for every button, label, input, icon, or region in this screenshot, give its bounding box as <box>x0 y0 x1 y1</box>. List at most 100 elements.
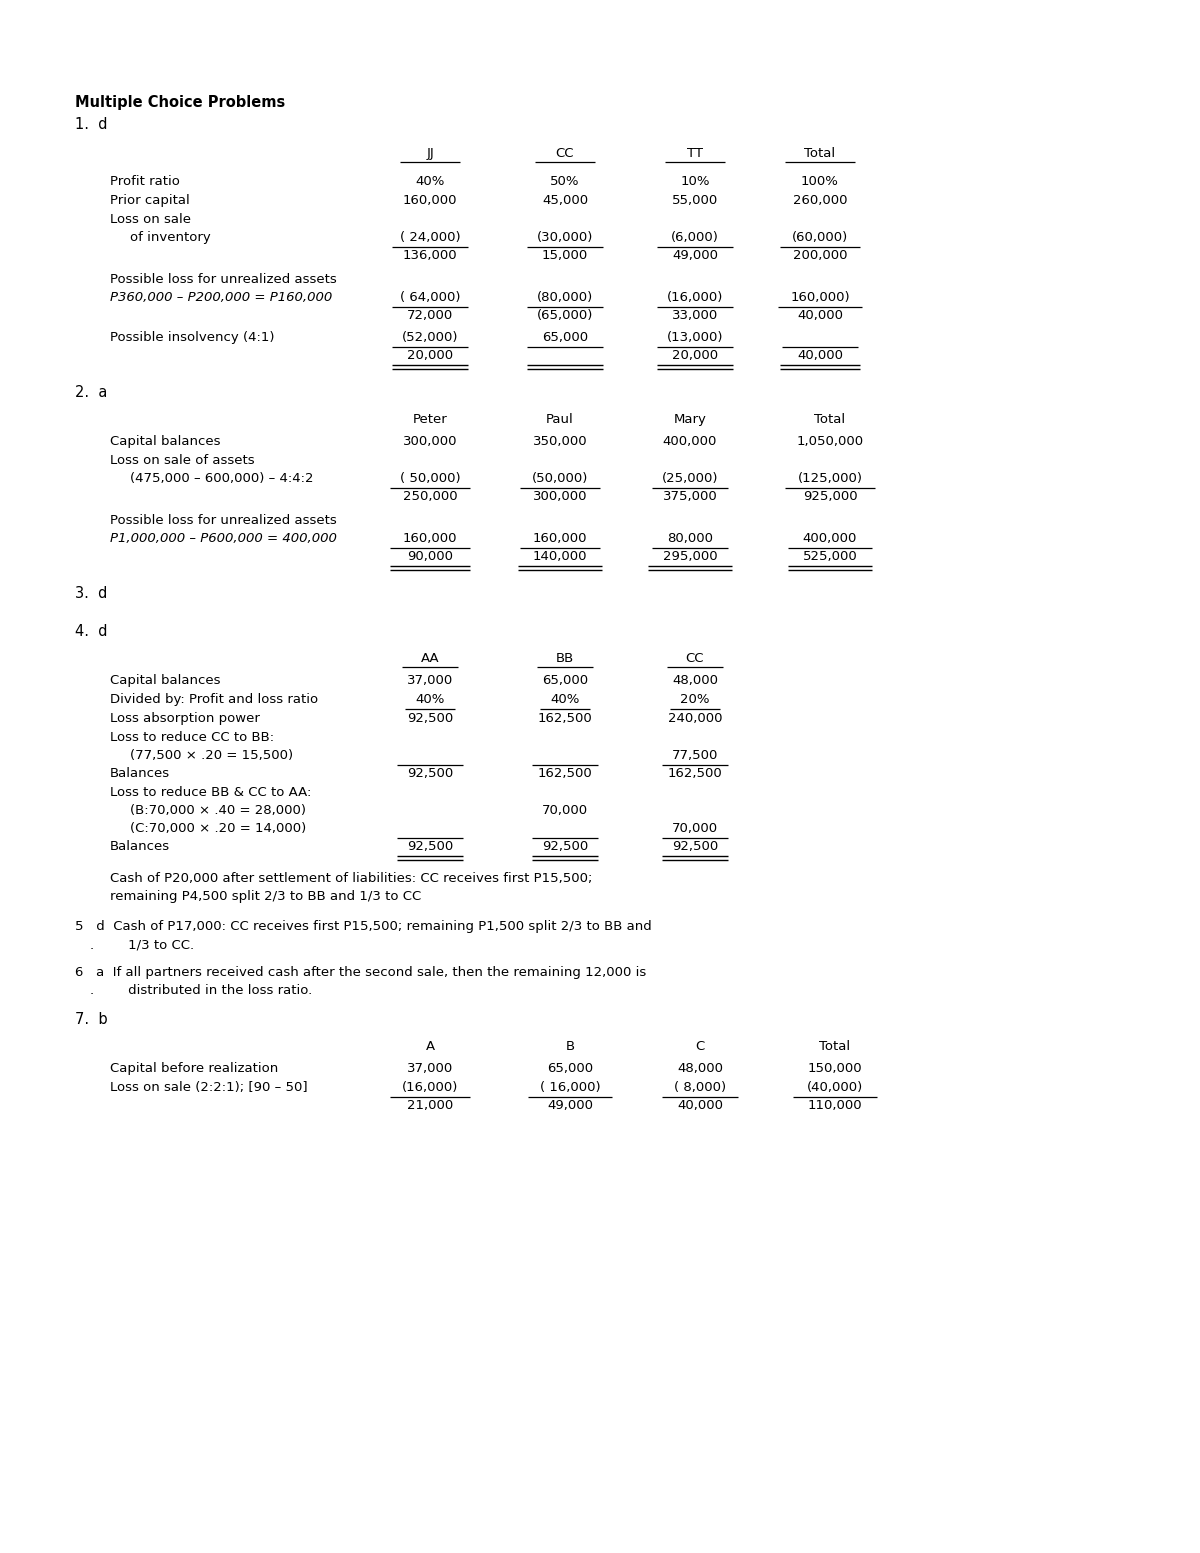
Text: 300,000: 300,000 <box>403 435 457 447</box>
Text: 92,500: 92,500 <box>407 711 454 725</box>
Text: 3.  d: 3. d <box>74 585 107 601</box>
Text: AA: AA <box>421 652 439 665</box>
Text: Paul: Paul <box>546 413 574 426</box>
Text: 49,000: 49,000 <box>672 248 718 262</box>
Text: CC: CC <box>556 148 575 160</box>
Text: 110,000: 110,000 <box>808 1100 863 1112</box>
Text: (25,000): (25,000) <box>661 472 719 485</box>
Text: of inventory: of inventory <box>130 231 211 244</box>
Text: 350,000: 350,000 <box>533 435 587 447</box>
Text: Capital before realization: Capital before realization <box>110 1062 278 1075</box>
Text: 160,000: 160,000 <box>403 533 457 545</box>
Text: Cash of P20,000 after settlement of liabilities: CC receives first P15,500;: Cash of P20,000 after settlement of liab… <box>110 871 593 885</box>
Text: P1,000,000 – P600,000 = 400,000: P1,000,000 – P600,000 = 400,000 <box>110 533 337 545</box>
Text: 40%: 40% <box>415 693 445 707</box>
Text: Total: Total <box>804 148 835 160</box>
Text: (40,000): (40,000) <box>806 1081 863 1093</box>
Text: (50,000): (50,000) <box>532 472 588 485</box>
Text: Capital balances: Capital balances <box>110 674 221 686</box>
Text: .        distributed in the loss ratio.: . distributed in the loss ratio. <box>90 985 312 997</box>
Text: (125,000): (125,000) <box>798 472 863 485</box>
Text: 92,500: 92,500 <box>407 767 454 780</box>
Text: 400,000: 400,000 <box>662 435 718 447</box>
Text: 37,000: 37,000 <box>407 674 454 686</box>
Text: JJ: JJ <box>426 148 434 160</box>
Text: ( 64,000): ( 64,000) <box>400 290 461 304</box>
Text: (80,000): (80,000) <box>536 290 593 304</box>
Text: 70,000: 70,000 <box>542 804 588 817</box>
Text: B: B <box>565 1041 575 1053</box>
Text: 250,000: 250,000 <box>403 491 457 503</box>
Text: TT: TT <box>686 148 703 160</box>
Text: 400,000: 400,000 <box>803 533 857 545</box>
Text: ( 24,000): ( 24,000) <box>400 231 461 244</box>
Text: 40,000: 40,000 <box>797 349 842 362</box>
Text: Mary: Mary <box>673 413 707 426</box>
Text: ( 16,000): ( 16,000) <box>540 1081 600 1093</box>
Text: 162,500: 162,500 <box>538 711 593 725</box>
Text: 70,000: 70,000 <box>672 822 718 836</box>
Text: Capital balances: Capital balances <box>110 435 221 447</box>
Text: 2.  a: 2. a <box>74 385 107 401</box>
Text: 140,000: 140,000 <box>533 550 587 564</box>
Text: Possible insolvency (4:1): Possible insolvency (4:1) <box>110 331 275 345</box>
Text: 65,000: 65,000 <box>547 1062 593 1075</box>
Text: 48,000: 48,000 <box>677 1062 722 1075</box>
Text: 1,050,000: 1,050,000 <box>797 435 864 447</box>
Text: 55,000: 55,000 <box>672 194 718 207</box>
Text: 40,000: 40,000 <box>677 1100 722 1112</box>
Text: (6,000): (6,000) <box>671 231 719 244</box>
Text: 295,000: 295,000 <box>662 550 718 564</box>
Text: (52,000): (52,000) <box>402 331 458 345</box>
Text: 7.  b: 7. b <box>74 1013 108 1027</box>
Text: 15,000: 15,000 <box>542 248 588 262</box>
Text: 300,000: 300,000 <box>533 491 587 503</box>
Text: 20,000: 20,000 <box>672 349 718 362</box>
Text: 925,000: 925,000 <box>803 491 857 503</box>
Text: 50%: 50% <box>551 175 580 188</box>
Text: 72,000: 72,000 <box>407 309 454 321</box>
Text: C: C <box>695 1041 704 1053</box>
Text: 45,000: 45,000 <box>542 194 588 207</box>
Text: (16,000): (16,000) <box>667 290 724 304</box>
Text: 10%: 10% <box>680 175 709 188</box>
Text: 160,000: 160,000 <box>403 194 457 207</box>
Text: 150,000: 150,000 <box>808 1062 863 1075</box>
Text: 40%: 40% <box>415 175 445 188</box>
Text: 200,000: 200,000 <box>793 248 847 262</box>
Text: 33,000: 33,000 <box>672 309 718 321</box>
Text: ( 50,000): ( 50,000) <box>400 472 461 485</box>
Text: 20%: 20% <box>680 693 709 707</box>
Text: Loss on sale (2:2:1); [90 – 50]: Loss on sale (2:2:1); [90 – 50] <box>110 1081 307 1093</box>
Text: Peter: Peter <box>413 413 448 426</box>
Text: 77,500: 77,500 <box>672 749 718 763</box>
Text: ( 8,000): ( 8,000) <box>674 1081 726 1093</box>
Text: 160,000: 160,000 <box>533 533 587 545</box>
Text: 20,000: 20,000 <box>407 349 454 362</box>
Text: 92,500: 92,500 <box>407 840 454 853</box>
Text: 40%: 40% <box>551 693 580 707</box>
Text: A: A <box>426 1041 434 1053</box>
Text: Profit ratio: Profit ratio <box>110 175 180 188</box>
Text: (30,000): (30,000) <box>536 231 593 244</box>
Text: 160,000): 160,000) <box>790 290 850 304</box>
Text: 40,000: 40,000 <box>797 309 842 321</box>
Text: (16,000): (16,000) <box>402 1081 458 1093</box>
Text: Multiple Choice Problems: Multiple Choice Problems <box>74 95 286 110</box>
Text: 4.  d: 4. d <box>74 624 108 638</box>
Text: 260,000: 260,000 <box>793 194 847 207</box>
Text: 375,000: 375,000 <box>662 491 718 503</box>
Text: 240,000: 240,000 <box>667 711 722 725</box>
Text: Loss on sale: Loss on sale <box>110 213 191 227</box>
Text: Possible loss for unrealized assets: Possible loss for unrealized assets <box>110 514 337 526</box>
Text: Possible loss for unrealized assets: Possible loss for unrealized assets <box>110 273 337 286</box>
Text: 100%: 100% <box>802 175 839 188</box>
Text: 1.  d: 1. d <box>74 116 108 132</box>
Text: Loss to reduce CC to BB:: Loss to reduce CC to BB: <box>110 731 274 744</box>
Text: 525,000: 525,000 <box>803 550 857 564</box>
Text: 90,000: 90,000 <box>407 550 454 564</box>
Text: Balances: Balances <box>110 767 170 780</box>
Text: 162,500: 162,500 <box>538 767 593 780</box>
Text: 5   d  Cash of P17,000: CC receives first P15,500; remaining P1,500 split 2/3 to: 5 d Cash of P17,000: CC receives first P… <box>74 919 652 933</box>
Text: Loss on sale of assets: Loss on sale of assets <box>110 453 254 467</box>
